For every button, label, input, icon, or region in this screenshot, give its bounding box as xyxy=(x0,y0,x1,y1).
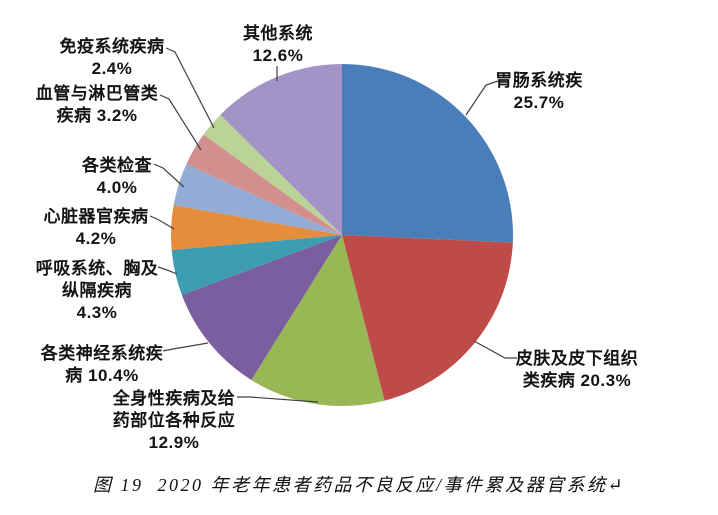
pie-slice-6 xyxy=(173,164,342,235)
callout-label-2: 全身性疾病及给 药部位各种反应 12.9% xyxy=(112,389,236,452)
leader-line-4 xyxy=(157,266,178,275)
leader-line-2 xyxy=(237,396,319,403)
callout-label-1: 皮肤及皮下组织 类疾病 20.3% xyxy=(515,349,639,390)
leader-line-0 xyxy=(465,80,499,116)
callout-label-0: 胃肠系统疾 25.7% xyxy=(495,71,583,112)
callout-label-7: 血管与淋巴管类 疾病 3.2% xyxy=(35,84,159,125)
pie-slice-1 xyxy=(342,235,513,401)
callout-label-8: 免疫系统疾病 2.4% xyxy=(59,37,165,78)
pie-slice-3 xyxy=(181,235,342,380)
leader-line-3 xyxy=(162,342,209,352)
callout-label-5: 心脏器官疾病 4.2% xyxy=(43,207,149,248)
pie-slices xyxy=(170,64,513,407)
callout-label-3: 各类神经系统疾 病 10.4% xyxy=(40,344,164,385)
leader-line-6 xyxy=(153,163,185,188)
pie-slice-9 xyxy=(220,64,342,235)
callout-label-4: 呼吸系统、胸及 纵隔疾病 4.3% xyxy=(35,259,159,322)
pie-slice-7 xyxy=(186,134,342,235)
pie-slice-5 xyxy=(170,205,342,251)
pie-slice-0 xyxy=(342,64,513,243)
callout-label-9: 其他系统 12.6% xyxy=(243,24,313,65)
leader-lines xyxy=(149,47,517,403)
leader-line-8 xyxy=(165,47,215,129)
pie-slice-4 xyxy=(171,235,342,295)
leader-line-5 xyxy=(149,215,175,230)
leader-line-7 xyxy=(159,94,202,151)
pie-slice-8 xyxy=(203,114,342,235)
pie-slice-2 xyxy=(251,235,385,407)
callout-label-6: 各类检查 4.0% xyxy=(82,156,152,197)
figure-caption: 图 19 2020 年老年患者药品不良反应/事件累及器官系统↵ xyxy=(92,475,626,495)
leader-line-1 xyxy=(473,340,517,359)
